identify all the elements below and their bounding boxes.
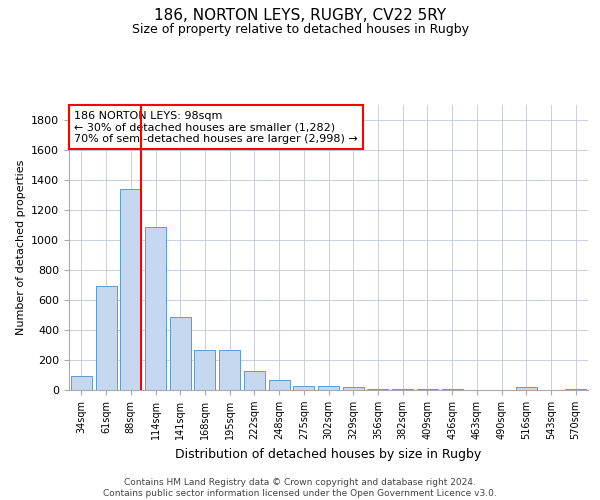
Bar xyxy=(244,370,265,390)
Text: 186, NORTON LEYS, RUGBY, CV22 5RY: 186, NORTON LEYS, RUGBY, CV22 5RY xyxy=(154,8,446,22)
Bar xyxy=(392,389,413,390)
Bar xyxy=(318,386,339,390)
Y-axis label: Number of detached properties: Number of detached properties xyxy=(16,160,26,335)
Bar xyxy=(145,226,166,390)
Bar xyxy=(120,189,141,390)
Bar xyxy=(219,350,240,390)
Bar xyxy=(71,376,92,390)
Text: 186 NORTON LEYS: 98sqm
← 30% of detached houses are smaller (1,282)
70% of semi-: 186 NORTON LEYS: 98sqm ← 30% of detached… xyxy=(74,110,358,144)
Bar xyxy=(194,350,215,390)
Bar xyxy=(95,286,116,390)
Bar xyxy=(170,316,191,390)
Text: Size of property relative to detached houses in Rugby: Size of property relative to detached ho… xyxy=(131,22,469,36)
Bar xyxy=(565,389,586,390)
Bar xyxy=(367,389,388,390)
Bar xyxy=(417,389,438,390)
Bar xyxy=(293,386,314,390)
Bar xyxy=(516,387,537,390)
Bar xyxy=(442,389,463,390)
Text: Contains HM Land Registry data © Crown copyright and database right 2024.
Contai: Contains HM Land Registry data © Crown c… xyxy=(103,478,497,498)
Bar xyxy=(343,387,364,390)
X-axis label: Distribution of detached houses by size in Rugby: Distribution of detached houses by size … xyxy=(175,448,482,460)
Bar xyxy=(269,380,290,390)
